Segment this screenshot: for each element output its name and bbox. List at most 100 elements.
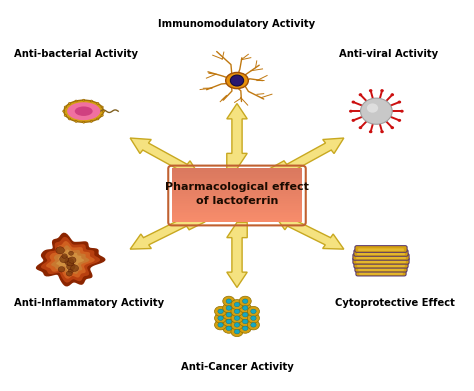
Circle shape xyxy=(69,251,73,255)
Circle shape xyxy=(101,115,103,117)
Circle shape xyxy=(359,126,362,129)
Circle shape xyxy=(251,316,256,320)
Circle shape xyxy=(101,106,103,108)
Circle shape xyxy=(349,110,353,113)
Bar xyxy=(172,198,302,201)
Circle shape xyxy=(223,323,235,333)
Bar xyxy=(172,173,302,176)
Bar xyxy=(172,175,302,178)
Bar xyxy=(172,204,302,206)
Circle shape xyxy=(243,306,248,310)
Circle shape xyxy=(226,326,231,330)
Circle shape xyxy=(231,313,243,323)
Bar xyxy=(172,200,302,203)
Circle shape xyxy=(64,115,66,117)
Circle shape xyxy=(68,118,71,120)
Ellipse shape xyxy=(67,102,100,120)
Circle shape xyxy=(243,326,248,330)
Circle shape xyxy=(215,307,227,316)
Bar xyxy=(172,214,302,217)
Bar xyxy=(172,205,302,208)
Circle shape xyxy=(243,299,248,303)
Circle shape xyxy=(369,130,373,133)
Bar xyxy=(172,188,302,190)
Bar xyxy=(172,170,302,172)
Circle shape xyxy=(247,307,259,316)
Circle shape xyxy=(67,263,75,270)
Circle shape xyxy=(398,119,401,122)
Circle shape xyxy=(226,306,231,310)
Circle shape xyxy=(215,320,227,330)
Bar xyxy=(172,172,302,174)
Circle shape xyxy=(226,299,231,303)
Circle shape xyxy=(218,309,223,314)
Circle shape xyxy=(226,319,231,324)
Circle shape xyxy=(58,267,65,272)
Circle shape xyxy=(63,110,65,112)
FancyBboxPatch shape xyxy=(353,253,409,260)
Bar xyxy=(172,218,302,221)
Circle shape xyxy=(243,312,248,317)
FancyBboxPatch shape xyxy=(353,258,409,264)
Circle shape xyxy=(239,303,251,313)
Circle shape xyxy=(223,317,235,326)
Bar xyxy=(172,179,302,181)
Circle shape xyxy=(234,323,240,327)
Bar xyxy=(172,220,302,222)
Bar xyxy=(172,209,302,212)
Circle shape xyxy=(239,323,251,333)
FancyBboxPatch shape xyxy=(356,269,406,276)
Circle shape xyxy=(90,100,92,102)
Circle shape xyxy=(223,296,235,306)
Bar xyxy=(172,184,302,187)
Polygon shape xyxy=(36,233,106,287)
Text: Cytoprotective Effect: Cytoprotective Effect xyxy=(335,298,455,308)
Circle shape xyxy=(391,126,394,129)
Circle shape xyxy=(230,75,244,86)
Circle shape xyxy=(215,313,227,323)
Ellipse shape xyxy=(64,100,103,122)
Circle shape xyxy=(369,89,373,92)
Circle shape xyxy=(97,102,99,104)
Circle shape xyxy=(60,255,68,263)
Circle shape xyxy=(239,296,251,306)
Circle shape xyxy=(251,323,256,327)
Circle shape xyxy=(231,320,243,330)
Circle shape xyxy=(352,119,355,122)
Circle shape xyxy=(218,316,223,320)
Circle shape xyxy=(231,307,243,316)
Circle shape xyxy=(68,257,76,263)
Circle shape xyxy=(226,312,231,317)
Circle shape xyxy=(65,258,74,265)
Text: Anti-Cancer Activity: Anti-Cancer Activity xyxy=(181,362,293,372)
Bar xyxy=(172,191,302,194)
Circle shape xyxy=(75,100,77,102)
Circle shape xyxy=(361,98,392,124)
FancyBboxPatch shape xyxy=(356,260,406,263)
Polygon shape xyxy=(56,249,84,271)
Polygon shape xyxy=(130,215,205,249)
Bar xyxy=(172,207,302,210)
Circle shape xyxy=(90,120,92,122)
Bar xyxy=(172,213,302,215)
FancyBboxPatch shape xyxy=(356,256,406,259)
Polygon shape xyxy=(51,245,90,275)
Circle shape xyxy=(62,254,67,258)
Circle shape xyxy=(391,93,394,96)
Bar xyxy=(172,195,302,197)
Ellipse shape xyxy=(226,72,248,89)
Circle shape xyxy=(231,327,243,337)
Bar xyxy=(172,202,302,204)
Bar xyxy=(172,182,302,185)
Polygon shape xyxy=(46,241,95,279)
FancyBboxPatch shape xyxy=(355,265,407,272)
Circle shape xyxy=(380,130,384,133)
FancyBboxPatch shape xyxy=(357,264,405,267)
Circle shape xyxy=(97,118,99,120)
Polygon shape xyxy=(227,222,247,287)
Circle shape xyxy=(102,110,105,112)
Circle shape xyxy=(400,110,404,113)
Circle shape xyxy=(234,302,240,307)
Bar xyxy=(172,180,302,183)
Text: Anti-bacterial Activity: Anti-bacterial Activity xyxy=(14,49,138,59)
